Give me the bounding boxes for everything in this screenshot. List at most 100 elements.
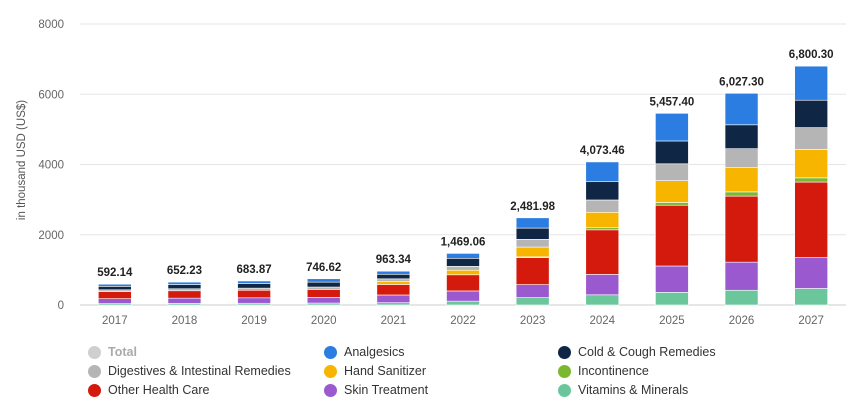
legend-swatch-icon [324, 345, 337, 359]
bar-segment[interactable] [655, 202, 689, 206]
bar-segment[interactable] [515, 246, 550, 258]
bar-segment[interactable] [515, 284, 550, 298]
bar-segment[interactable] [794, 177, 828, 183]
bar-segment[interactable] [446, 274, 480, 292]
bar-segment[interactable] [446, 269, 480, 276]
bar-segment[interactable] [724, 148, 759, 168]
bar-segment[interactable] [794, 65, 828, 101]
legend-item[interactable]: Vitamins & Minerals [558, 383, 688, 397]
legend-swatch-icon [558, 345, 571, 359]
bar-segment[interactable] [306, 297, 341, 304]
bar-segment[interactable] [655, 163, 689, 181]
bar-segment[interactable] [585, 199, 620, 213]
legend-swatch-icon [558, 383, 571, 397]
bar-segment[interactable] [446, 266, 480, 271]
bar-segment[interactable] [237, 287, 271, 291]
bar-segment[interactable] [376, 302, 411, 306]
total-labels: 592.14 652.23 683.87 746.62 963.34 1,469.06 2,… [97, 49, 833, 279]
bar-segment[interactable] [724, 289, 759, 306]
y-tick-label: 2000 [38, 230, 64, 242]
bar-segment[interactable] [585, 161, 620, 183]
total-data-label: 5,457.40 [650, 96, 695, 108]
bar-segment[interactable] [98, 298, 132, 304]
bar-segment[interactable] [794, 149, 828, 179]
bar-segment[interactable] [585, 227, 620, 231]
legend-item[interactable]: Skin Treatment [324, 383, 428, 397]
bar-segment[interactable] [167, 284, 202, 290]
bar-segment[interactable] [237, 289, 271, 299]
bar-segment[interactable] [446, 290, 480, 302]
y-tick-label: 0 [58, 300, 64, 312]
bar-segment[interactable] [98, 286, 132, 291]
bar-segment[interactable] [98, 283, 132, 287]
bar-segment[interactable] [167, 290, 202, 299]
bar-segment[interactable] [167, 281, 202, 285]
x-tick-label: 2020 [311, 315, 337, 327]
bar-segment[interactable] [724, 195, 759, 263]
bar-segment[interactable] [167, 297, 202, 304]
bar-segment[interactable] [655, 140, 689, 165]
bar-segment[interactable] [724, 191, 759, 197]
x-tick-label: 2022 [450, 315, 476, 327]
bar-segment[interactable] [167, 288, 202, 292]
bar-segment[interactable] [515, 257, 550, 285]
bar-segment[interactable] [724, 167, 759, 193]
bar-segment[interactable] [237, 297, 271, 304]
legend-swatch-icon [558, 364, 571, 378]
bar-segment[interactable] [585, 229, 620, 275]
bar-segment[interactable] [306, 289, 341, 298]
bar-segment[interactable] [794, 257, 828, 289]
bar-segment[interactable] [585, 294, 620, 306]
bar-segment[interactable] [98, 291, 132, 299]
legend-item[interactable]: Cold & Cough Remedies [558, 345, 716, 359]
bar-segment[interactable] [446, 257, 480, 267]
bar-segment[interactable] [306, 281, 341, 288]
y-axis-label: in thousand USD (US$) [16, 100, 28, 220]
y-tick-label: 4000 [38, 160, 64, 172]
total-data-label: 1,469.06 [441, 236, 486, 248]
bar-segment[interactable] [376, 294, 411, 304]
bar-segment[interactable] [724, 124, 759, 149]
legend-item[interactable]: Other Health Care [88, 383, 209, 397]
bar-segment[interactable] [515, 239, 550, 248]
legend-item[interactable]: Incontinence [558, 364, 649, 378]
bar-segment[interactable] [376, 270, 411, 275]
bar-segment[interactable] [794, 99, 828, 128]
bar-segment[interactable] [655, 113, 689, 142]
bar-segment[interactable] [724, 261, 759, 291]
bar-segment[interactable] [794, 288, 828, 306]
bar-segment[interactable] [724, 92, 759, 126]
bar-segment[interactable] [306, 278, 341, 283]
bar-segment[interactable] [376, 273, 411, 280]
bar-segment[interactable] [237, 280, 271, 284]
bar-segment[interactable] [655, 204, 689, 267]
bar-segment[interactable] [376, 284, 411, 296]
legend-item[interactable]: Hand Sanitizer [324, 364, 426, 378]
bar-segment[interactable] [237, 283, 271, 289]
bar-segment[interactable] [794, 181, 828, 258]
legend-label: Incontinence [578, 364, 649, 378]
total-data-label: 592.14 [97, 267, 133, 279]
bar-segment[interactable] [794, 127, 828, 150]
bar-segment[interactable] [655, 292, 689, 306]
bar-segment[interactable] [655, 265, 689, 293]
bar-segment[interactable] [655, 180, 689, 203]
legend-item[interactable]: Analgesics [324, 345, 404, 359]
legend-label: Other Health Care [108, 383, 210, 397]
legend-item[interactable]: Digestives & Intestinal Remedies [88, 364, 291, 378]
bar-segment[interactable] [585, 274, 620, 296]
bar-segment[interactable] [515, 297, 550, 306]
bar-segment[interactable] [515, 217, 550, 229]
x-axis-ticks: 2017 2018 2019 2020 2021 2022 2023 2024 2025 2026… [102, 315, 824, 327]
bar-segment[interactable] [446, 300, 480, 306]
legend-item[interactable]: Total [88, 345, 137, 359]
bar-segment[interactable] [376, 278, 411, 282]
total-data-label: 746.62 [306, 262, 341, 274]
bar-segment[interactable] [515, 227, 550, 240]
bar-segment[interactable] [585, 181, 620, 201]
bar-segment[interactable] [376, 281, 411, 285]
bar-segment[interactable] [306, 286, 341, 290]
bar-segment[interactable] [585, 211, 620, 229]
bar-segment[interactable] [446, 253, 480, 259]
